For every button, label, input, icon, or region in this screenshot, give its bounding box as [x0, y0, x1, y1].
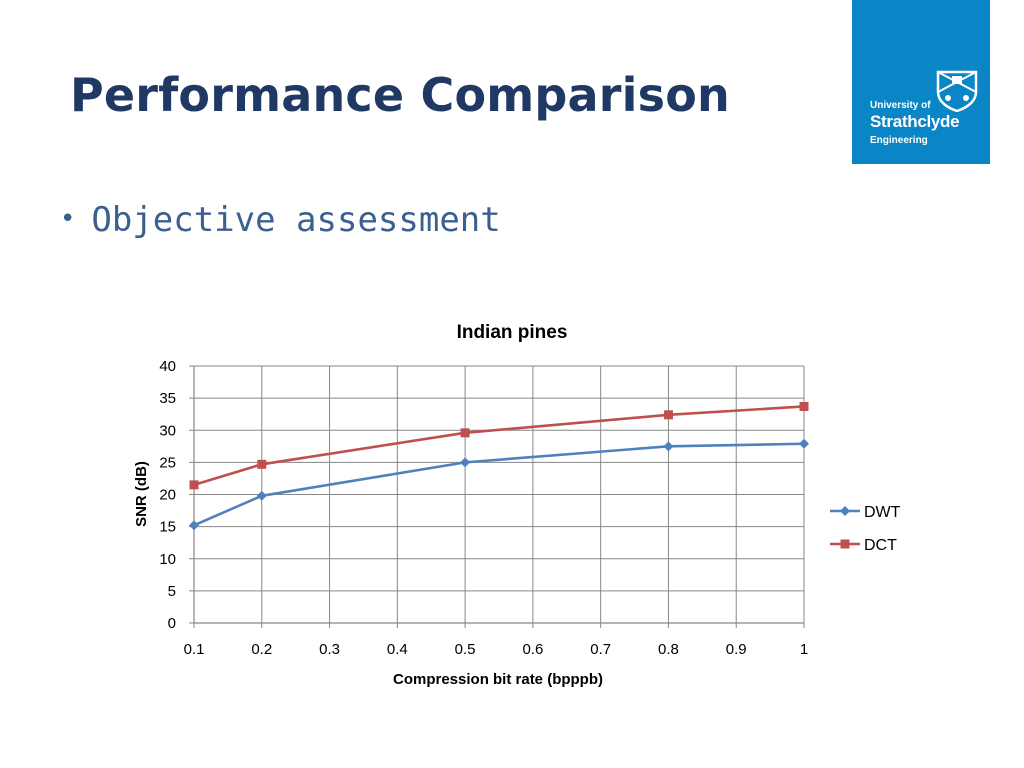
data-point-dwt	[189, 520, 199, 531]
y-axis-label: SNR (dB)	[133, 461, 150, 527]
x-tick-label: 0.6	[522, 641, 543, 658]
x-tick-label: 0.1	[184, 641, 205, 658]
chart-grid	[193, 365, 805, 624]
series-line-dwt	[193, 442, 805, 527]
data-point-dwt	[460, 457, 471, 468]
legend-item-dwt: DWT	[830, 504, 901, 521]
x-tick-label: 0.9	[726, 641, 747, 658]
legend-marker	[840, 506, 850, 516]
legend-label: DCT	[864, 537, 897, 554]
legend-item-dct: DCT	[830, 537, 897, 554]
x-tick-label: 0.8	[658, 641, 679, 658]
y-tick-label: 20	[159, 487, 176, 504]
slide-title: Performance Comparison	[70, 68, 730, 122]
x-tick-label: 0.3	[319, 641, 340, 658]
y-tick-label: 0	[168, 615, 176, 632]
x-tick-label: 0.2	[251, 641, 272, 658]
x-axis-label: Compression bit rate (bpppb)	[393, 671, 603, 688]
y-tick-label: 30	[159, 422, 176, 439]
data-point-dwt	[256, 490, 267, 501]
data-point-dwt	[799, 438, 809, 449]
bullet-text: Objective assessment	[91, 200, 501, 240]
data-point-dct	[257, 459, 267, 469]
chart-series	[189, 401, 809, 531]
y-tick-label: 25	[159, 454, 176, 471]
x-tick-label: 0.4	[387, 641, 408, 658]
y-tick-label: 5	[168, 583, 176, 600]
data-point-dwt	[663, 441, 674, 452]
x-tick-label: 1	[800, 641, 808, 658]
university-logo: University of Strathclyde Engineering	[852, 0, 990, 164]
data-point-dct	[799, 401, 809, 411]
crest-icon	[936, 70, 978, 112]
y-tick-label: 40	[159, 358, 176, 375]
bullet-dot-icon: •	[60, 204, 76, 234]
chart-axes: 0 5 10 15 20 25 30 35 40 0.1 0.2 0.3 0.4 0.5 0.6 0.7 0.8…	[159, 358, 808, 658]
legend-marker	[840, 539, 850, 549]
bullet-item: • Objective assessment	[60, 200, 501, 240]
x-tick-label: 0.7	[590, 641, 611, 658]
series-dct	[189, 401, 809, 490]
data-point-dct	[663, 410, 673, 420]
logo-line-3: Engineering	[870, 135, 928, 146]
legend-label: DWT	[864, 504, 901, 521]
chart-legend: DWT DCT	[830, 504, 901, 554]
chart-title: Indian pines	[457, 322, 568, 343]
y-tick-label: 10	[159, 551, 176, 568]
data-point-dct	[189, 480, 199, 490]
series-dwt	[189, 438, 809, 531]
y-tick-label: 35	[159, 390, 176, 407]
data-point-dct	[460, 428, 470, 438]
x-tick-label: 0.5	[455, 641, 476, 658]
logo-line-2: Strathclyde	[870, 112, 960, 131]
logo-line-1: University of	[870, 100, 931, 111]
y-tick-label: 15	[159, 519, 176, 536]
